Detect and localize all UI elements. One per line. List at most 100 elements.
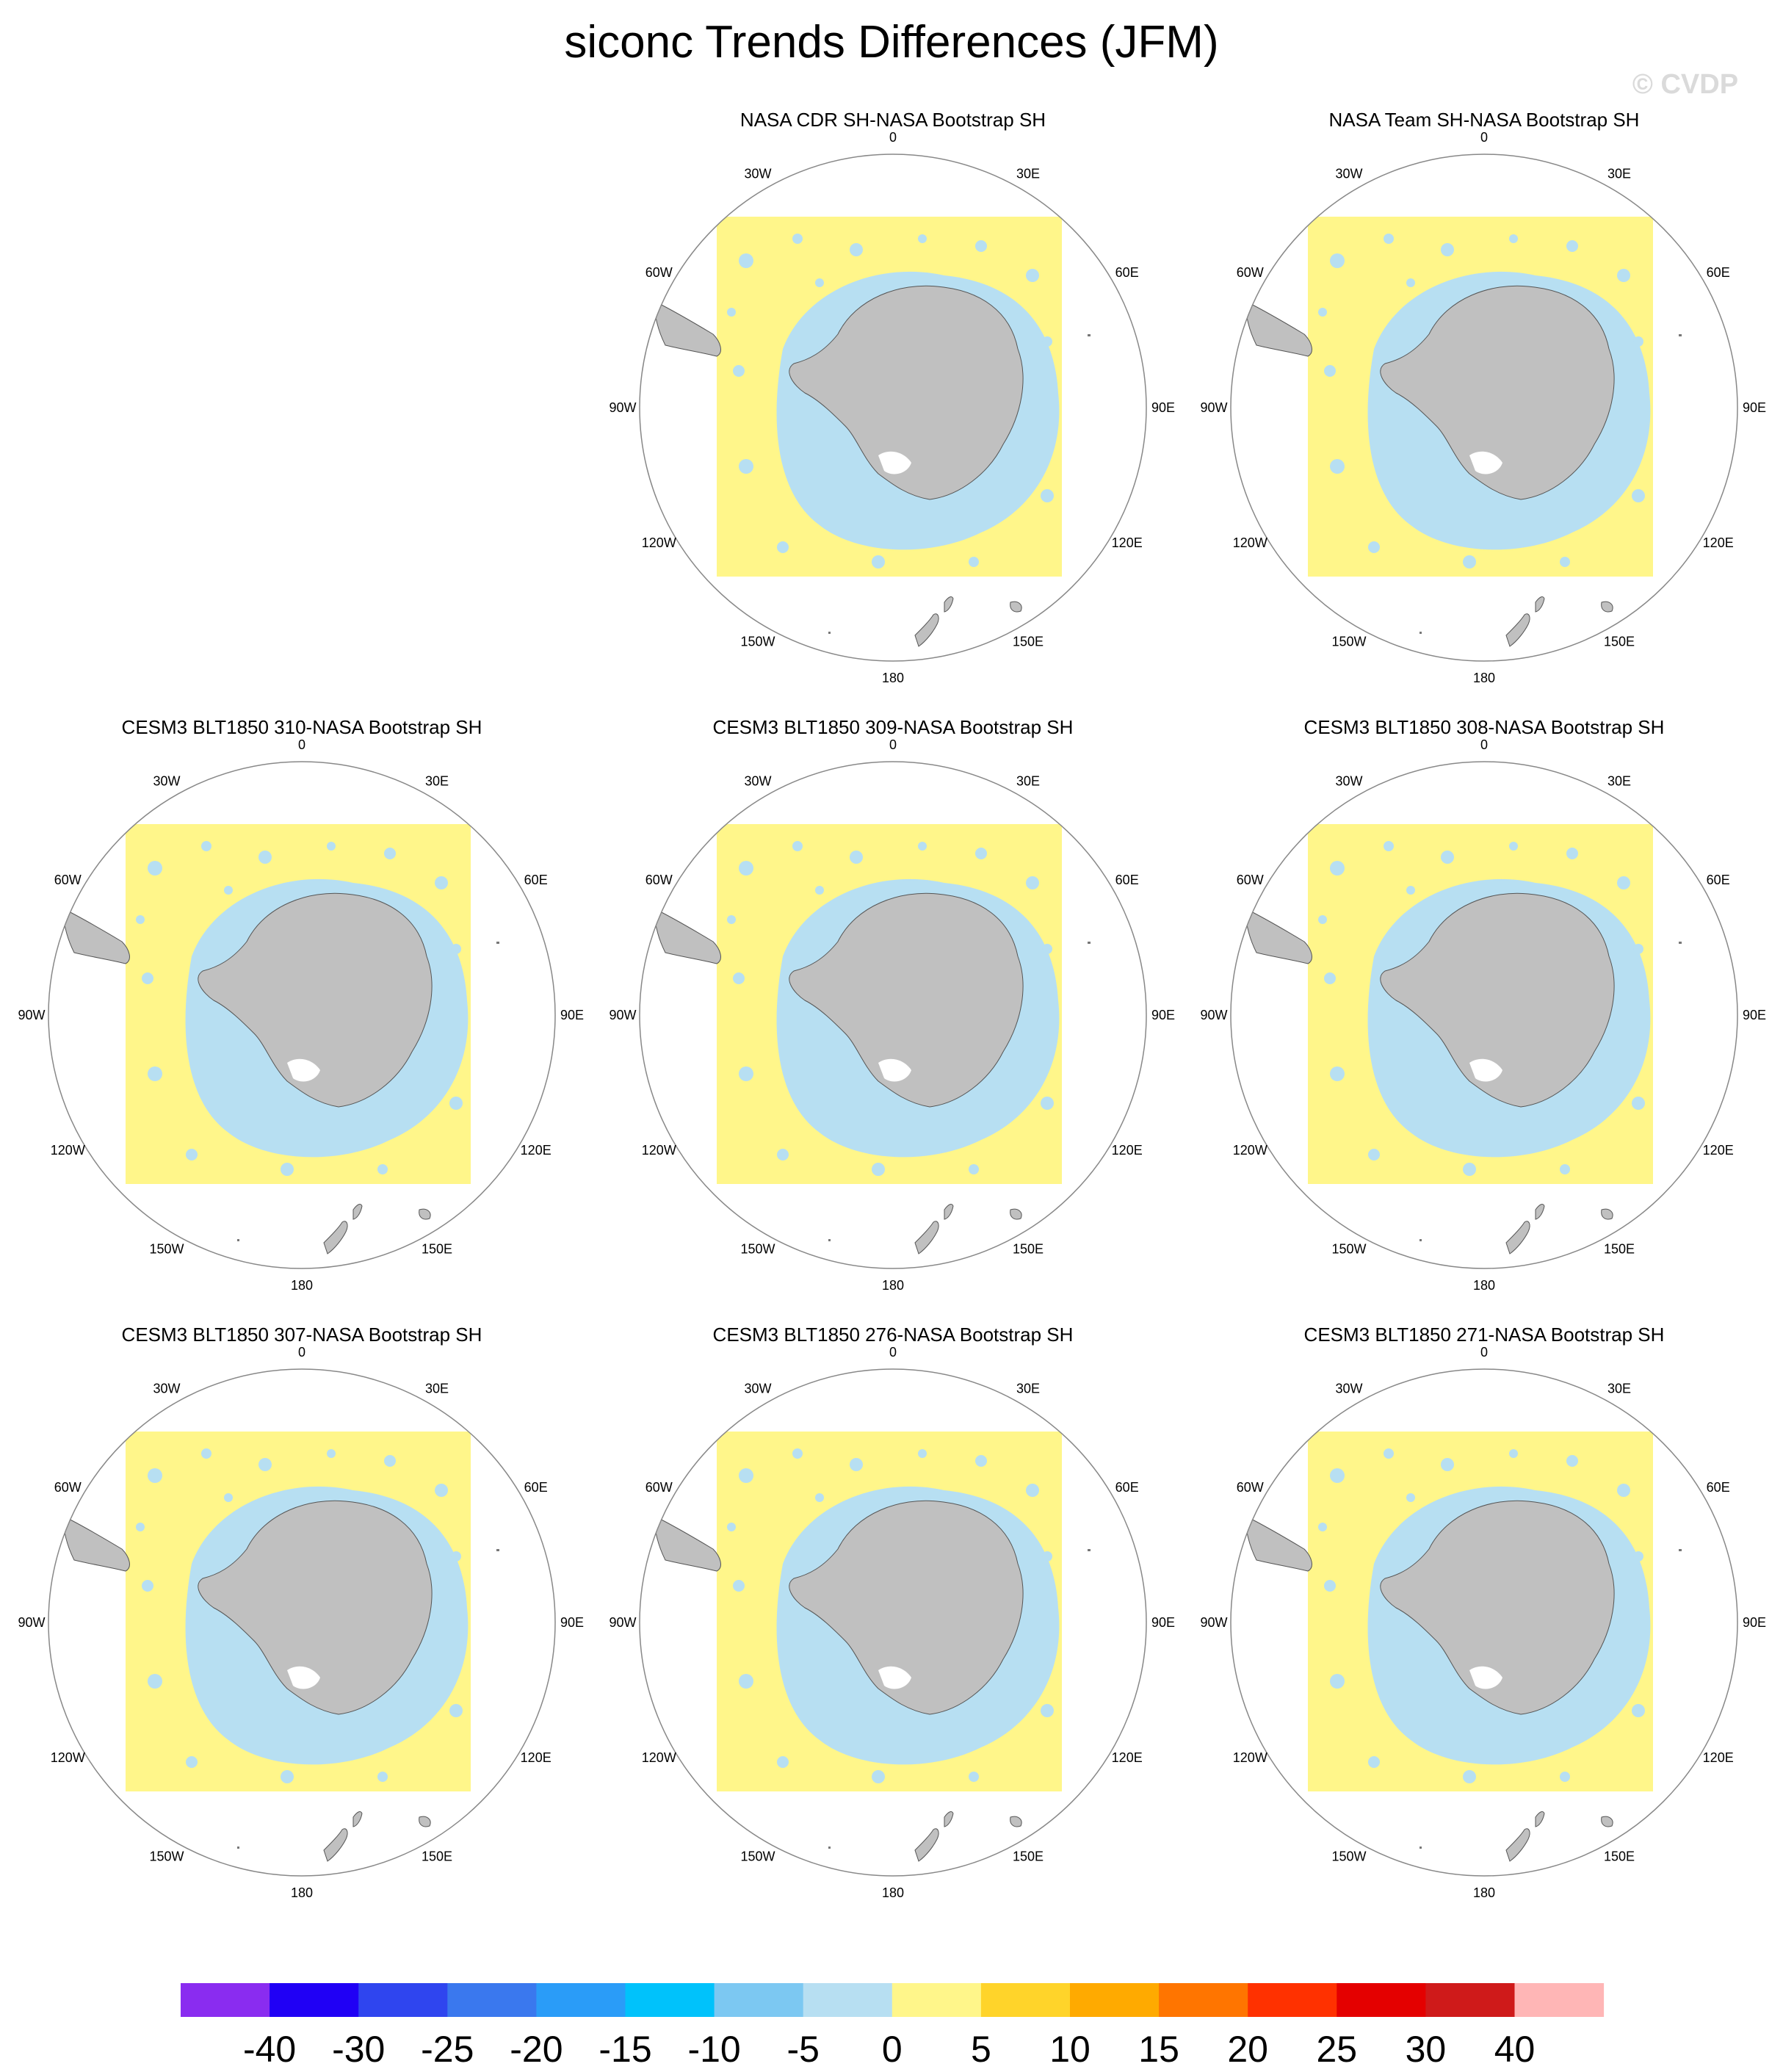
- longitude-label: 120E: [1112, 535, 1143, 550]
- colorbar-box: [181, 1983, 270, 2017]
- map-boundary: [1230, 1368, 1738, 1877]
- colorbar-label: 40: [1494, 2029, 1536, 2070]
- longitude-label: 90W: [1200, 1008, 1227, 1022]
- longitude-label: 90W: [1200, 1615, 1227, 1630]
- colorbar-box: [714, 1983, 804, 2017]
- map-boundary: [48, 1368, 556, 1877]
- colorbar-label: -40: [243, 2029, 296, 2070]
- colorbar-label: -25: [421, 2029, 474, 2070]
- longitude-label: 120E: [521, 1143, 551, 1158]
- longitude-label: 90W: [18, 1008, 45, 1022]
- colorbar-label: -15: [598, 2029, 651, 2070]
- longitude-label: 90W: [18, 1615, 45, 1630]
- longitude-label: 60W: [645, 873, 673, 887]
- colorbar-box: [1425, 1983, 1515, 2017]
- colorbar-box: [1248, 1983, 1337, 2017]
- colorbar-label: -5: [786, 2029, 819, 2070]
- longitude-label: 90E: [1151, 1615, 1175, 1630]
- longitude-label: 120E: [1703, 1750, 1734, 1765]
- longitude-label: 120W: [642, 535, 676, 550]
- longitude-label: 60W: [645, 265, 673, 280]
- polar-map: 0 30E 60E 90E 120E 150E 180 150W 120W 90W 60W 30W: [609, 1345, 1175, 1900]
- colorbar-label: 0: [882, 2029, 903, 2070]
- map-boundary: [639, 761, 1147, 1269]
- longitude-label: 120W: [1233, 1143, 1267, 1158]
- longitude-label: 60W: [645, 1480, 673, 1495]
- colorbar-box: [270, 1983, 359, 2017]
- longitude-label: 90W: [609, 1615, 636, 1630]
- longitude-label: 30W: [744, 773, 771, 788]
- map-panel: CESM3 BLT1850 309-NASA Bootstrap SH 0 30E 6…: [609, 714, 1175, 1293]
- longitude-label: 150E: [1604, 1849, 1635, 1864]
- longitude-label: 150W: [1331, 1849, 1366, 1864]
- longitude-label: 60E: [524, 873, 548, 887]
- polar-map: 0 30E 60E 90E 120E 150E 180 150W 120W 90W 60W 30W: [18, 1345, 584, 1900]
- longitude-label: 150W: [740, 1849, 775, 1864]
- longitude-label: 120W: [642, 1143, 676, 1158]
- longitude-label: 90E: [560, 1615, 584, 1630]
- polar-map: 0 30E 60E 90E 120E 150E 180 150W 120W 90W 60W 30W: [609, 130, 1175, 685]
- longitude-label: 60E: [1115, 265, 1139, 280]
- panel-title: CESM3 BLT1850 310-NASA Bootstrap SH: [121, 716, 482, 738]
- longitude-label: 30E: [425, 1381, 449, 1396]
- longitude-label: 90E: [1151, 1008, 1175, 1022]
- longitude-label: 60W: [1237, 1480, 1264, 1495]
- longitude-label: 30E: [1607, 166, 1631, 181]
- colorbar-box: [1159, 1983, 1248, 2017]
- colorbar-label: 20: [1227, 2029, 1268, 2070]
- map-panel: CESM3 BLT1850 271-NASA Bootstrap SH 0 30E 6…: [1200, 1321, 1766, 1900]
- map-boundary: [48, 761, 556, 1269]
- colorbar-label: 30: [1406, 2029, 1447, 2070]
- figure-title: siconc Trends Differences (JFM): [564, 17, 1219, 68]
- longitude-label: 150E: [422, 1242, 452, 1257]
- longitude-label: 30E: [1016, 773, 1040, 788]
- longitude-label: 0: [1480, 130, 1488, 145]
- panel-title: CESM3 BLT1850 271-NASA Bootstrap SH: [1303, 1324, 1665, 1346]
- longitude-label: 150W: [1331, 635, 1366, 649]
- panel-title: NASA CDR SH-NASA Bootstrap SH: [739, 109, 1046, 131]
- colorbar-box: [1514, 1983, 1605, 2017]
- map-boundary: [1230, 761, 1738, 1269]
- map-panel: CESM3 BLT1850 308-NASA Bootstrap SH 0 30E 6…: [1200, 714, 1766, 1293]
- longitude-label: 90W: [609, 400, 636, 415]
- colorbar-box: [892, 1983, 982, 2017]
- longitude-label: 60W: [1237, 265, 1264, 280]
- map-panel: NASA Team SH-NASA Bootstrap SH 0 30E 60E 90E…: [1200, 107, 1766, 685]
- longitude-label: 0: [1480, 1345, 1488, 1360]
- panel-title: NASA Team SH-NASA Bootstrap SH: [1328, 109, 1640, 131]
- longitude-label: 0: [1480, 737, 1488, 752]
- longitude-label: 180: [1473, 1885, 1495, 1900]
- panel-title: CESM3 BLT1850 276-NASA Bootstrap SH: [712, 1324, 1074, 1346]
- map-boundary: [639, 154, 1147, 662]
- longitude-label: 180: [291, 1885, 313, 1900]
- longitude-label: 30W: [1335, 166, 1362, 181]
- longitude-label: 120W: [51, 1750, 85, 1765]
- map-panel: NASA CDR SH-NASA Bootstrap SH 0 30E 60E 90E 1…: [609, 107, 1175, 685]
- longitude-label: 150E: [1013, 1242, 1044, 1257]
- longitude-label: 180: [882, 1278, 904, 1293]
- map-panel: CESM3 BLT1850 307-NASA Bootstrap SH 0 30E 6…: [18, 1321, 584, 1900]
- colorbar-label: -10: [687, 2029, 740, 2070]
- longitude-label: 150E: [422, 1849, 452, 1864]
- polar-map: 0 30E 60E 90E 120E 150E 180 150W 120W 90W 60W 30W: [1200, 1345, 1766, 1900]
- longitude-label: 60E: [1707, 1480, 1730, 1495]
- longitude-label: 60E: [1115, 873, 1139, 887]
- longitude-label: 30W: [744, 166, 771, 181]
- longitude-label: 0: [298, 1345, 305, 1360]
- colorbar-labels: -40 -30 -25 -20 -15 -10 -5 0 5 10 15 20 25 30 40: [243, 2029, 1535, 2070]
- longitude-label: 150E: [1604, 1242, 1635, 1257]
- longitude-label: 30W: [153, 773, 180, 788]
- polar-map: 0 30E 60E 90E 120E 150E 180 150W 120W 90W 60W 30W: [1200, 737, 1766, 1293]
- colorbar-box: [625, 1983, 715, 2017]
- longitude-label: 60E: [1707, 873, 1730, 887]
- longitude-label: 180: [291, 1278, 313, 1293]
- panel-title: CESM3 BLT1850 308-NASA Bootstrap SH: [1303, 716, 1665, 738]
- panel-title: CESM3 BLT1850 307-NASA Bootstrap SH: [121, 1324, 482, 1346]
- polar-map: 0 30E 60E 90E 120E 150E 180 150W 120W 90W 60W 30W: [609, 737, 1175, 1293]
- longitude-label: 120W: [51, 1143, 85, 1158]
- longitude-label: 30E: [1016, 1381, 1040, 1396]
- longitude-label: 60E: [1707, 265, 1730, 280]
- longitude-label: 150W: [1331, 1242, 1366, 1257]
- colorbar-box: [1337, 1983, 1426, 2017]
- longitude-label: 120W: [1233, 1750, 1267, 1765]
